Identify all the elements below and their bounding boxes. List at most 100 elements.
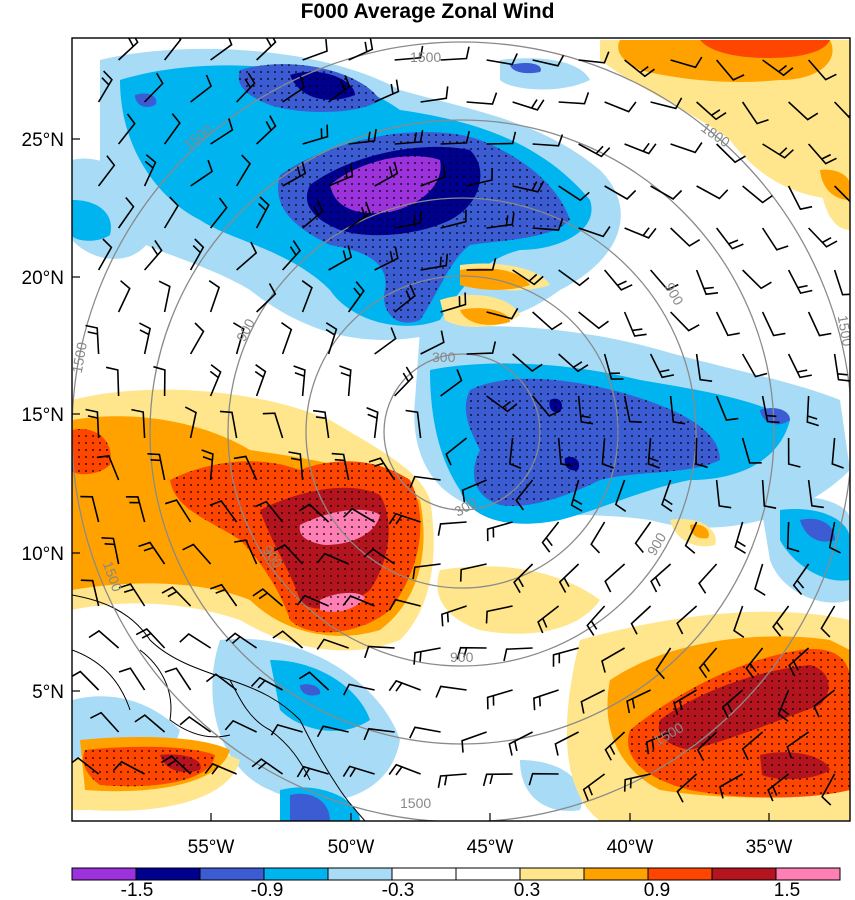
plot-frame	[71, 37, 851, 822]
wind-barb	[786, 521, 800, 553]
colorbar-box	[583, 867, 649, 881]
lat-label: 5°N	[32, 682, 64, 703]
wind-barb	[807, 311, 832, 337]
wind-barb	[256, 115, 277, 145]
wind-barb	[696, 101, 727, 121]
wind-barb	[440, 209, 467, 229]
wind-barb	[741, 101, 769, 125]
wind-barb	[742, 269, 772, 290]
wind-barb	[541, 521, 560, 553]
wind-barb	[252, 588, 284, 607]
wind-barb	[163, 196, 180, 229]
wind-barb	[440, 292, 467, 313]
wind-barb	[368, 457, 396, 481]
wind-barb	[482, 773, 513, 787]
wind-barb	[144, 72, 164, 103]
colorbar-label: -0.3	[382, 880, 415, 900]
ring-label: 1500	[400, 795, 431, 811]
colorbar-box	[775, 867, 841, 881]
wind-barb	[558, 185, 590, 202]
wind-barb	[210, 38, 233, 61]
wind-barb	[205, 673, 238, 691]
wind-barb	[134, 714, 166, 733]
wind-barb	[745, 647, 764, 679]
wind-barb	[786, 731, 810, 759]
wind-barb	[761, 311, 786, 337]
wind-barb	[190, 74, 213, 103]
wind-barb	[808, 227, 838, 248]
wind-barb	[762, 59, 794, 77]
wind-barb	[761, 479, 777, 509]
wind-barb	[273, 544, 304, 565]
wind-barb	[676, 605, 698, 635]
wind-barb	[296, 594, 329, 607]
wind-barb	[820, 605, 836, 638]
wind-barb	[578, 143, 611, 158]
wind-barb	[394, 129, 424, 145]
ring-900	[227, 197, 697, 667]
wind-barb	[189, 322, 205, 355]
wind-barb	[787, 185, 813, 211]
lat-label: 15°N	[22, 405, 64, 426]
wind-barb	[486, 689, 513, 710]
wind-barb	[363, 548, 396, 565]
wind-barb	[190, 159, 214, 187]
wind-barb	[437, 773, 467, 788]
wind-barb	[650, 97, 683, 110]
wind-barb	[301, 280, 313, 313]
wind-barb	[531, 395, 561, 417]
wind-barb	[828, 521, 841, 554]
wind-barb	[435, 685, 467, 698]
wind-barb	[413, 647, 441, 665]
wind-barb	[256, 283, 277, 313]
wind-barb	[117, 113, 136, 145]
wind-barb	[80, 579, 100, 607]
wind-barb	[251, 758, 284, 775]
wind-barb	[208, 280, 221, 313]
wind-barb	[670, 142, 703, 154]
wind-barb	[833, 269, 850, 296]
wind-barb	[234, 539, 258, 565]
wind-barb	[466, 341, 497, 355]
wind-barb	[302, 124, 329, 145]
wind-barb	[440, 131, 470, 145]
wind-barb	[135, 628, 166, 649]
colorbar-label: 0.3	[514, 880, 540, 900]
wind-barb	[772, 605, 790, 637]
range-rings	[72, 41, 850, 821]
wind-barb	[570, 479, 583, 512]
colorbar-box	[327, 867, 393, 881]
wind-barb	[821, 773, 836, 806]
wind-barb	[486, 307, 519, 320]
wind-barb	[552, 647, 579, 667]
wind-barb	[532, 134, 564, 147]
lon-label: 35°W	[746, 837, 793, 858]
colorbar-box	[711, 867, 777, 881]
wind-barb	[312, 409, 330, 439]
wind-barb	[624, 227, 657, 239]
wind-barb	[296, 765, 329, 778]
wind-barb	[788, 101, 819, 121]
wind-barb	[486, 521, 513, 542]
wind-barb	[441, 605, 467, 627]
wind-barb	[733, 605, 745, 638]
wind-barb	[210, 583, 238, 607]
wind-barb	[558, 269, 590, 287]
wind-barb	[316, 552, 349, 565]
wind-barb	[532, 54, 565, 67]
wind-barb	[715, 395, 739, 421]
wind-barb	[512, 180, 545, 193]
wind-barb	[209, 364, 222, 397]
wind-barb	[388, 679, 421, 692]
wind-barb	[554, 731, 579, 756]
wind-barb	[508, 437, 522, 469]
wind-barb	[388, 512, 421, 525]
wind-barb	[363, 727, 395, 741]
wind-barb	[558, 92, 590, 105]
wind-barb	[741, 731, 764, 761]
wind-barb	[254, 364, 267, 397]
wind-barb	[532, 218, 564, 231]
wind-barb	[420, 86, 449, 103]
wind-barb	[348, 38, 374, 61]
lat-label: 10°N	[22, 544, 64, 565]
